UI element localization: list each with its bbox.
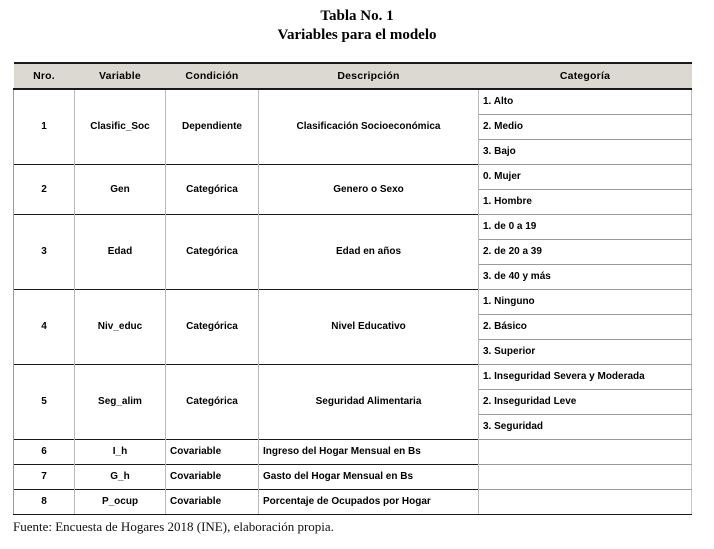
cell-descripcion: Gasto del Hogar Mensual en Bs: [258, 463, 479, 489]
cell-categoria: 3. Superior: [478, 339, 692, 365]
cell-variable: Clasific_Soc: [74, 88, 166, 164]
cell-nro: 6: [13, 438, 75, 464]
table-row: 4 Niv_educ Categórica Nivel Educativo 1. Nin…: [13, 288, 692, 364]
cell-categoria: 1. Ninguno: [478, 288, 692, 315]
table-header-row: Nro. Variable Condición Descripción Cate…: [13, 62, 692, 90]
cell-categoria: 2. Básico: [478, 314, 692, 340]
table-row: 2. de 20 a 39: [14, 239, 692, 265]
table-row: 2. Medio: [14, 114, 692, 140]
cell-categoria: 1. Inseguridad Severa y Moderada: [478, 363, 692, 390]
cell-categoria: 1. Hombre: [478, 189, 692, 215]
cell-descripcion: Clasificación Socioeconómica: [258, 88, 479, 164]
cell-nro: 2: [13, 163, 75, 214]
column-header-variable: Variable: [74, 62, 166, 90]
column-header-descripcion: Descripción: [258, 62, 479, 90]
table-header: Nro. Variable Condición Descripción Cate…: [13, 62, 692, 90]
cell-nro: 5: [13, 363, 75, 439]
cell-descripcion: Genero o Sexo: [258, 163, 479, 214]
cell-nro: 3: [13, 213, 75, 289]
cell-condicion: Covariable: [165, 488, 259, 515]
column-header-condicion: Condición: [165, 62, 259, 90]
table-row: 2. Inseguridad Leve: [14, 389, 692, 415]
table-row: 3. Bajo: [14, 139, 692, 165]
table-title-line-1: Tabla No. 1: [320, 8, 394, 24]
cell-condicion: Categórica: [165, 288, 259, 364]
cell-categoria: [478, 488, 692, 515]
table-title-line-2: Variables para el modelo: [277, 27, 437, 43]
cell-descripcion: Porcentaje de Ocupados por Hogar: [258, 488, 479, 515]
cell-categoria: 0. Mujer: [478, 163, 692, 190]
table-row: 6 I_h Covariable Ingreso del Hogar Mensual …: [13, 438, 692, 465]
cell-descripcion: Nivel Educativo: [258, 288, 479, 364]
table-row: 3. de 40 y más: [14, 264, 692, 290]
cell-nro: 4: [13, 288, 75, 364]
table-row: 2. Básico: [14, 314, 692, 340]
table-body: 1 Clasific_Soc Dependiente Clasificación So…: [13, 88, 692, 515]
cell-categoria: 3. Seguridad: [478, 414, 692, 440]
column-header-categoria: Categoría: [478, 62, 692, 90]
cell-condicion: Categórica: [165, 363, 259, 439]
cell-variable: P_ocup: [74, 488, 166, 515]
cell-categoria: 2. Inseguridad Leve: [478, 389, 692, 415]
table-row: 1. Hombre: [14, 189, 692, 215]
cell-variable: Edad: [74, 213, 166, 289]
source-note: Fuente: Encuesta de Hogares 2018 (INE), …: [13, 519, 334, 534]
cell-descripcion: Seguridad Alimentaria: [258, 363, 479, 439]
cell-variable: G_h: [74, 463, 166, 489]
cell-categoria: 3. de 40 y más: [478, 264, 692, 290]
cell-nro: 8: [13, 488, 75, 515]
cell-categoria: 1. de 0 a 19: [478, 213, 692, 240]
cell-descripcion: Ingreso del Hogar Mensual en Bs: [258, 438, 479, 464]
column-header-nro: Nro.: [13, 62, 75, 90]
cell-condicion: Categórica: [165, 213, 259, 289]
cell-nro: 1: [13, 88, 75, 164]
cell-variable: Gen: [74, 163, 166, 214]
cell-nro: 7: [13, 463, 75, 489]
cell-categoria: [478, 463, 692, 490]
cell-variable: Seg_alim: [74, 363, 166, 439]
cell-condicion: Covariable: [165, 438, 259, 464]
cell-categoria: [478, 438, 692, 465]
table-row: 1 Clasific_Soc Dependiente Clasificación So…: [13, 88, 692, 164]
cell-categoria: 1. Alto: [478, 88, 692, 115]
cell-condicion: Dependiente: [165, 88, 259, 164]
table-row: 3 Edad Categórica Edad en años 1. de 0 a 19: [13, 213, 692, 289]
table-row: 3. Seguridad: [14, 414, 692, 440]
cell-variable: Niv_educ: [74, 288, 166, 364]
cell-descripcion: Edad en años: [258, 213, 479, 289]
cell-categoria: 2. Medio: [478, 114, 692, 140]
variables-table: Nro. Variable Condición Descripción Cate…: [13, 62, 692, 515]
table-row: 2 Gen Categórica Genero o Sexo 0. Mujer: [13, 163, 692, 214]
cell-categoria: 3. Bajo: [478, 139, 692, 165]
variables-table-container: Nro. Variable Condición Descripción Cate…: [13, 62, 692, 515]
cell-categoria: 2. de 20 a 39: [478, 239, 692, 265]
table-row: 7 G_h Covariable Gasto del Hogar Mensual en…: [13, 463, 692, 490]
cell-condicion: Categórica: [165, 163, 259, 214]
table-row: 8 P_ocup Covariable Porcentaje de Ocupados …: [13, 488, 692, 515]
table-row: 5 Seg_alim Categórica Seguridad Alimentaria…: [13, 363, 692, 439]
table-title: Tabla No. 1 Variables para el modelo: [0, 0, 714, 45]
cell-variable: I_h: [74, 438, 166, 464]
cell-condicion: Covariable: [165, 463, 259, 489]
